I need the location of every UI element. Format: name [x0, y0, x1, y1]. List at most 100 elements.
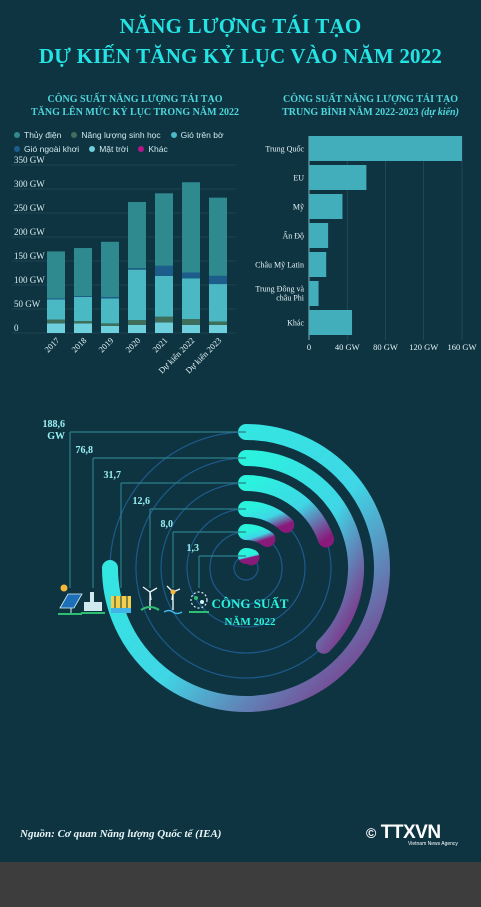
x-tick-label: 80 GW [373, 342, 398, 352]
bar-segment-gio_tren_bo [155, 275, 173, 317]
y-tick-label: 50 GW [14, 299, 41, 309]
radial-bar-chart: 188,6GW 76,8 31,7 12,6 8,0 1,3 CÔNG SUẤT NĂM 20… [43, 419, 390, 712]
bar-segment-mat_troi [128, 324, 146, 333]
x-tick-label: 2018 [69, 335, 88, 354]
plant-chimney [90, 592, 94, 602]
legend-item: Mặt trời [89, 144, 128, 154]
bar-segment-gio_tren_bo [128, 269, 146, 321]
x-tick-label: 40 GW [335, 342, 360, 352]
horizontal-bar [309, 310, 353, 335]
turbine-hub [170, 589, 176, 595]
horizontal-bar [309, 136, 462, 161]
bar-segment-sinh_hoc [101, 323, 119, 326]
category-label: Khác [287, 319, 304, 328]
ttxvn-logo: © TTXVN Vietnam News Agency [366, 822, 458, 847]
value-label: 1,3 [187, 543, 200, 554]
x-tick-label: 120 GW [409, 342, 438, 352]
legend-swatch [138, 146, 145, 152]
legend-item: Gió trên bờ [170, 130, 224, 140]
other-energy-icon [189, 591, 209, 613]
bar-segment-mat_troi [209, 324, 227, 333]
legend-item: Năng lượng sinh học [71, 130, 161, 140]
bar-segment-gio_tren_bo [74, 297, 92, 321]
bar-segment-thuy_dien [74, 248, 92, 297]
bar-segment-mat_troi [182, 324, 200, 333]
legend-label: Gió ngoài khơi [24, 144, 80, 154]
category-label: Ấn Độ [282, 231, 304, 241]
left-chart-subtitle-line2: TĂNG LÊN MỨC KỶ LỤC TRONG NĂM 2022 [30, 107, 240, 118]
radial-bar-arc [238, 475, 335, 548]
bar-segment-sinh_hoc [128, 320, 146, 325]
logo-text: TTXVN [380, 822, 441, 843]
legend-label: Gió trên bờ [180, 130, 224, 140]
bar-segment-thuy_dien [209, 197, 227, 276]
radial-bar-arc [238, 548, 260, 566]
y-tick-label: 150 GW [14, 251, 45, 261]
turbine-blades [142, 586, 158, 601]
right-chart-subtitle-note: (dự kiến) [420, 107, 459, 118]
other-ring [190, 591, 208, 609]
legend-swatch [89, 146, 96, 152]
left-chart-subtitle: CÔNG SUẤT NĂNG LƯỢNG TÁI TẠO TĂNG LÊN MỨ… [10, 93, 260, 119]
copyright-symbol: © [366, 825, 377, 841]
horizontal-bar [309, 281, 319, 306]
source-note: Nguồn: Cơ quan Năng lượng Quốc tế (IEA) [20, 828, 222, 840]
legend-label: Năng lượng sinh học [81, 130, 161, 140]
y-tick-label: 300 GW [14, 179, 45, 189]
bar-segment-gio_ngoai_khoi [74, 296, 92, 297]
main-title-line2: DỰ KIẾN TĂNG KỶ LỤC VÀO NĂM 2022 [38, 44, 443, 68]
bar-segment-sinh_hoc [155, 316, 173, 323]
y-tick-label: 250 GW [14, 203, 45, 213]
x-tick-label: 2019 [96, 335, 115, 354]
legend-swatch [170, 132, 177, 138]
legend-item: Khác [138, 144, 168, 154]
bar-segment-gio_ngoai_khoi [47, 298, 65, 300]
category-label: EU [293, 174, 304, 183]
bioenergy-icon [81, 592, 105, 614]
bar-segment-gio_tren_bo [182, 278, 200, 320]
radial-bar-arc [238, 524, 276, 548]
x-tick-label: 0 [307, 342, 311, 352]
bar-segment-thuy_dien [128, 201, 146, 269]
right-chart-subtitle-line2: TRUNG BÌNH NĂM 2022-2023 [282, 107, 419, 118]
horizontal-bar-chart: 0 40 GW 80 GW 120 GW 160 GW Trung Quốc EU Mỹ Ấn … [255, 136, 477, 352]
value-label: 76,8 [76, 445, 94, 456]
sun-shape [60, 584, 68, 592]
wind-onshore-icon [140, 586, 160, 611]
bar-segment-gio_ngoai_khoi [209, 275, 227, 285]
stacked-bar-chart: 350 GW 300 GW 250 GW 200 GW 150 GW 100 GW 50 G… [12, 155, 236, 375]
legend-item: Gió ngoài khơi [14, 144, 79, 154]
wind-offshore-icon [163, 585, 183, 615]
x-tick-label: 2021 [150, 335, 169, 354]
stacked-bar-legend: Thủy điện Năng lượng sinh học Gió trên b… [14, 128, 249, 156]
hydro-dam-icon [111, 596, 131, 613]
legend-row-1: Thủy điện Năng lượng sinh học Gió trên b… [14, 128, 249, 142]
horizontal-bar [309, 194, 343, 219]
x-tick-label: 2020 [123, 335, 142, 354]
bar-segment-sinh_hoc [74, 321, 92, 324]
bar-segment-mat_troi [47, 323, 65, 333]
bar-segment-gio_ngoai_khoi [101, 297, 119, 299]
hill-line [140, 606, 160, 611]
center-label-line2: NĂM 2022 [224, 616, 276, 628]
value-label: 12,6 [133, 496, 151, 507]
logo-subtext: Vietnam News Agency [408, 841, 458, 847]
value-label: 8,0 [161, 519, 174, 530]
bar-segment-sinh_hoc [182, 319, 200, 325]
bar-segment-mat_troi [74, 323, 92, 333]
right-chart-subtitle-line2-wrap: TRUNG BÌNH NĂM 2022-2023 (dự kiến) [268, 106, 473, 119]
legend-swatch [14, 132, 20, 138]
legend-swatch [14, 146, 20, 152]
bar-segment-thuy_dien [155, 193, 173, 266]
other-dot [194, 596, 198, 600]
legend-item: Thủy điện [14, 130, 61, 140]
category-label: Trung Quốc [265, 145, 304, 154]
wave-line [163, 609, 183, 615]
main-title-line1: NĂNG LƯỢNG TÁI TẠO [119, 14, 362, 38]
bar-segment-thuy_dien [101, 241, 119, 297]
dam-water [111, 608, 131, 613]
value-label: 31,7 [104, 470, 122, 481]
legend-label: Khác [148, 144, 168, 154]
radial-bar-arc [238, 450, 364, 654]
